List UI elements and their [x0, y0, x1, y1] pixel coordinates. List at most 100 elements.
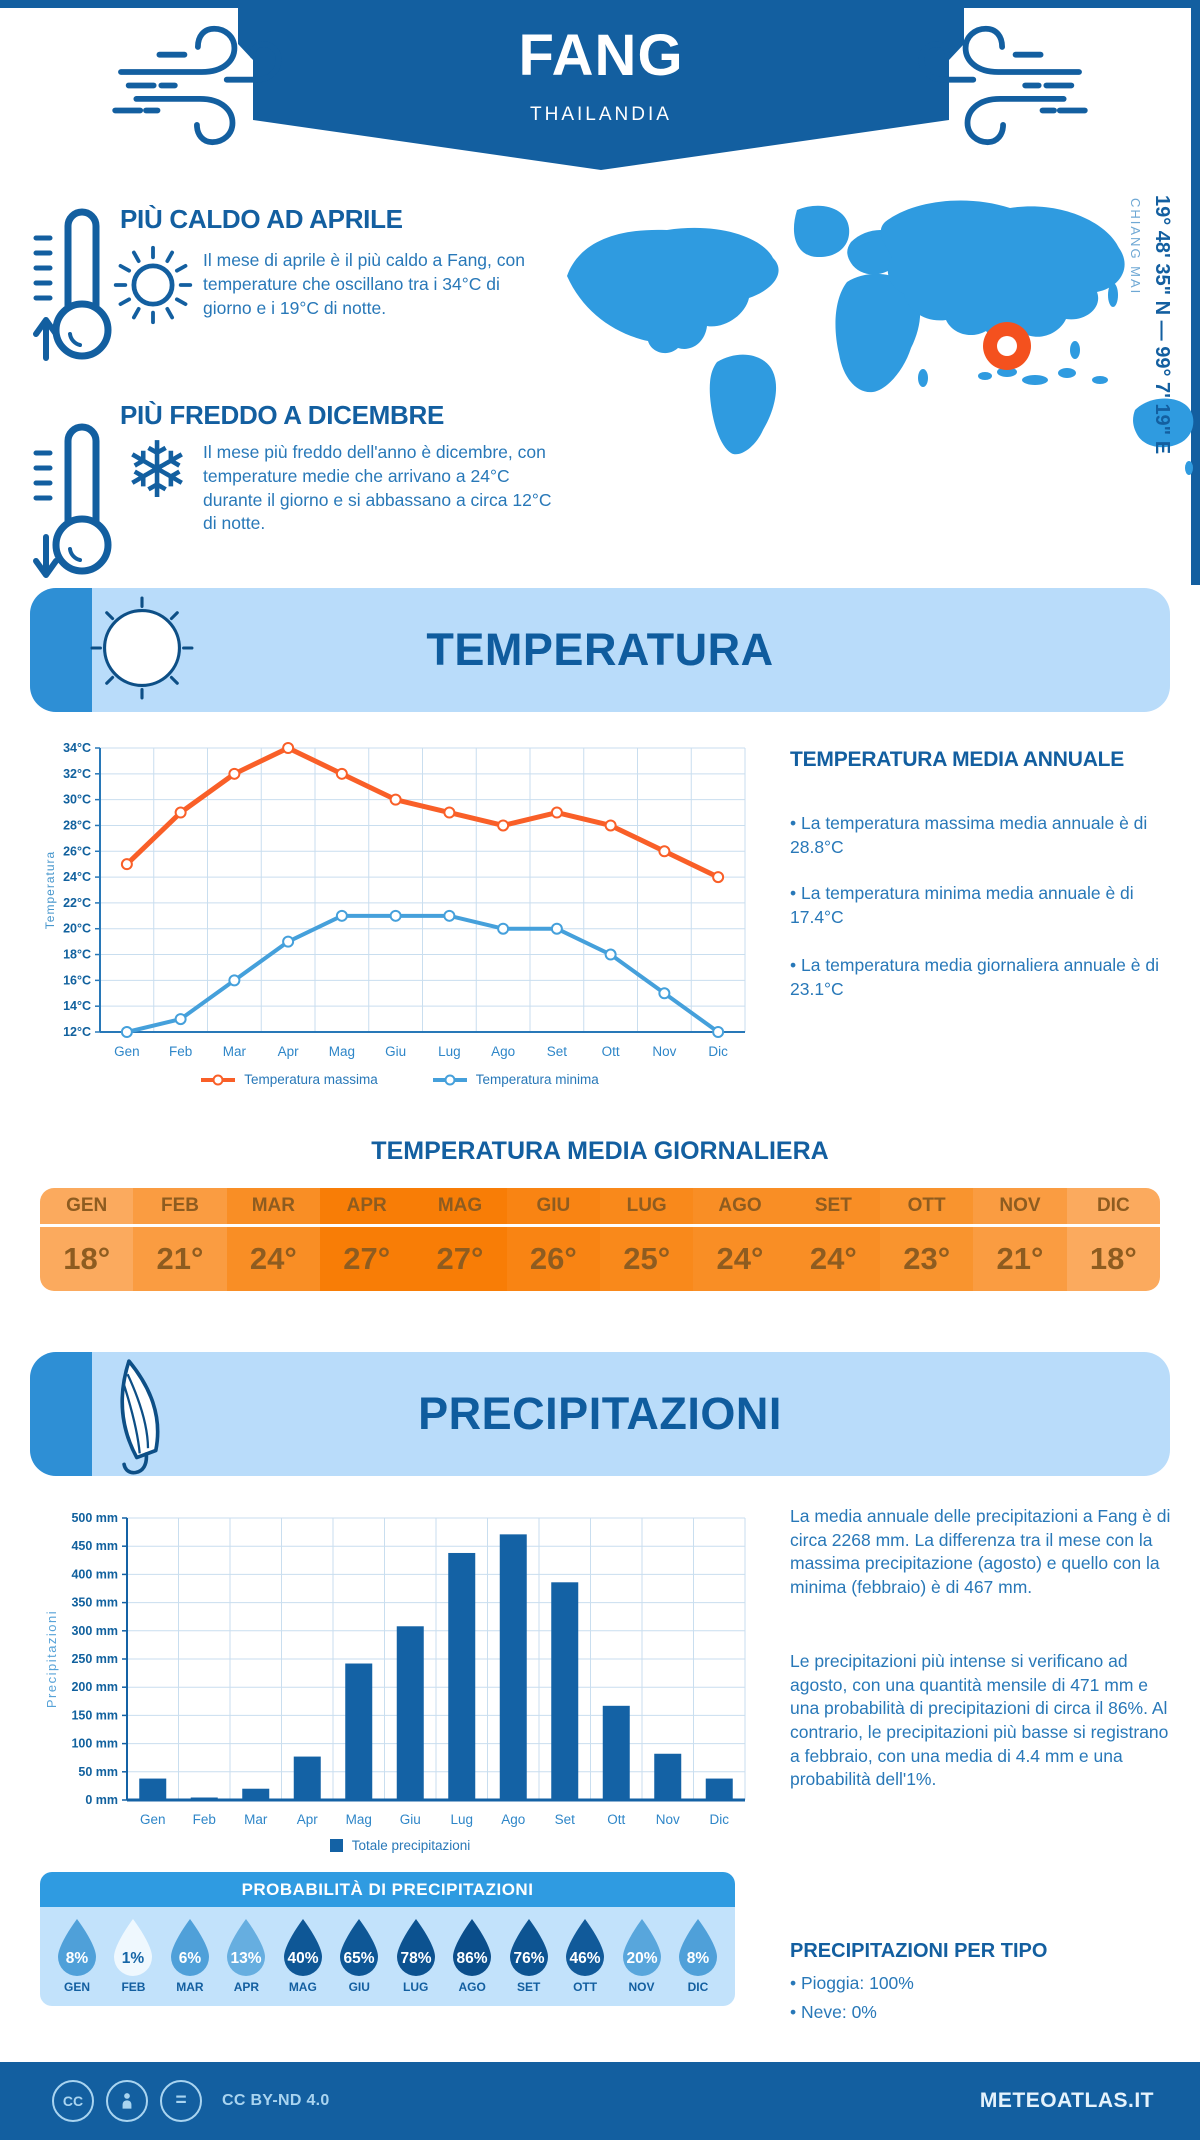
droplet-month-label: OTT: [573, 1980, 598, 1994]
svg-text:200 mm: 200 mm: [71, 1680, 118, 1694]
location-marker: [983, 322, 1031, 370]
droplet-icon: 8%: [58, 1919, 96, 1976]
temperature-section-title: TEMPERATURA: [426, 624, 774, 675]
thermometer-up-icon: [33, 208, 112, 361]
site-label: METEOATLAS.IT: [979, 2089, 1154, 2112]
probability-droplet: 86% AGO: [449, 1917, 495, 1994]
month-header-cell: FEB: [133, 1188, 227, 1224]
svg-text:150 mm: 150 mm: [71, 1708, 118, 1722]
svg-text:16°C: 16°C: [63, 973, 91, 987]
svg-text:Mar: Mar: [244, 1812, 268, 1827]
droplet-month-label: MAG: [288, 1980, 317, 1994]
precipitation-paragraph: Le precipitazioni più intense si verific…: [790, 1651, 1169, 1790]
month-header-cell: MAG: [413, 1188, 507, 1224]
droplet-icon: 46%: [566, 1919, 605, 1976]
hot-month-text: Il mese di aprile è il più caldo a Fang,…: [203, 250, 525, 318]
svg-text:Precipitazioni: Precipitazioni: [44, 1610, 59, 1708]
cold-month-text: Il mese più freddo dell'anno è dicembre,…: [203, 442, 552, 534]
svg-text:Mag: Mag: [329, 1044, 355, 1059]
svg-text:32°C: 32°C: [63, 767, 91, 781]
region-label: CHIANG MAI: [1128, 198, 1143, 296]
license-label: CC BY-ND 4.0: [222, 2092, 330, 2109]
probability-droplet: 76% SET: [506, 1917, 552, 1994]
droplet-month-label: MAR: [176, 1980, 204, 1994]
precipitation-type-heading: PRECIPITAZIONI PER TIPO: [790, 1940, 1048, 1962]
svg-text:8%: 8%: [66, 1950, 89, 1967]
month-value-cell: 27°: [413, 1227, 507, 1291]
svg-text:14°C: 14°C: [63, 999, 91, 1013]
month-value-cell: 21°: [133, 1227, 227, 1291]
precipitation-section-banner: PRECIPITAZIONI: [30, 1352, 1170, 1476]
svg-text:Ott: Ott: [607, 1812, 625, 1827]
probability-droplet: 65% GIU: [336, 1917, 382, 1994]
legend-label: Totale precipitazioni: [351, 1838, 471, 1853]
banner-accent: [30, 588, 92, 712]
annual-bullet: • La temperatura media giornaliera annua…: [790, 955, 1159, 999]
svg-text:0 mm: 0 mm: [85, 1793, 118, 1807]
precipitation-type-bullet: • Neve: 0%: [790, 2002, 877, 2022]
svg-text:Giu: Giu: [385, 1044, 406, 1059]
svg-text:Mar: Mar: [223, 1044, 247, 1059]
temperature-chart-legend: Temperatura massima Temperatura minima: [40, 1072, 760, 1087]
svg-text:Dic: Dic: [708, 1044, 728, 1059]
svg-text:Apr: Apr: [278, 1044, 300, 1059]
sun-banner-icon: [90, 596, 194, 700]
probability-droplet: 13% APR: [223, 1917, 269, 1994]
svg-text:Giu: Giu: [400, 1812, 421, 1827]
page-title: FANG: [518, 23, 684, 88]
svg-text:34°C: 34°C: [63, 741, 91, 755]
svg-text:46%: 46%: [570, 1950, 601, 1967]
footer: CC = CC BY-ND 4.0 METEOATLAS.IT: [0, 2062, 1200, 2140]
probability-droplet: 1% FEB: [110, 1917, 156, 1994]
svg-text:Mag: Mag: [346, 1812, 372, 1827]
probability-droplet: 20% NOV: [619, 1917, 665, 1994]
month-header-cell: NOV: [973, 1188, 1067, 1224]
svg-text:22°C: 22°C: [63, 896, 91, 910]
wind-icon: [112, 25, 282, 146]
precipitation-chart-legend: Totale precipitazioni: [40, 1838, 760, 1853]
svg-text:Ago: Ago: [501, 1812, 525, 1827]
svg-text:Set: Set: [555, 1812, 576, 1827]
svg-text:20%: 20%: [626, 1950, 657, 1967]
svg-text:8%: 8%: [687, 1950, 710, 1967]
svg-text:6%: 6%: [179, 1950, 202, 1967]
month-value-cell: 21°: [973, 1227, 1067, 1291]
droplet-icon: 78%: [396, 1919, 435, 1976]
svg-text:Ago: Ago: [491, 1044, 515, 1059]
svg-text:350 mm: 350 mm: [71, 1596, 118, 1610]
monthly-temperature-table: GEN FEB MAR APR MAG GIU LUG AGO SET OTT NOV DIC 18° 2…: [40, 1188, 1160, 1291]
svg-text:Dic: Dic: [710, 1812, 730, 1827]
probability-droplet: 8% GEN: [54, 1917, 100, 1994]
droplet-month-label: SET: [516, 1980, 541, 1994]
svg-text:13%: 13%: [231, 1950, 262, 1967]
svg-text:Ott: Ott: [602, 1044, 620, 1059]
droplet-icon: 86%: [453, 1919, 492, 1976]
droplet-icon: 65%: [340, 1919, 379, 1976]
svg-text:Nov: Nov: [652, 1044, 676, 1059]
droplet-icon: 13%: [227, 1919, 266, 1976]
precipitation-probability-panel: PROBABILITÀ DI PRECIPITAZIONI 8% GEN 1% FEB…: [40, 1872, 735, 2006]
svg-text:250 mm: 250 mm: [71, 1652, 118, 1666]
svg-text:50 mm: 50 mm: [78, 1765, 118, 1779]
world-map: [567, 200, 1194, 475]
droplet-month-label: LUG: [403, 1980, 429, 1994]
month-value-cell: 23°: [880, 1227, 974, 1291]
svg-text:30°C: 30°C: [63, 793, 91, 807]
svg-text:500 mm: 500 mm: [71, 1511, 118, 1525]
precipitation-paragraph: La media annuale delle precipitazioni a …: [790, 1506, 1171, 1597]
cold-month-heading: PIÙ FREDDO A DICEMBRE: [120, 400, 445, 430]
probability-droplet: 40% MAG: [280, 1917, 326, 1994]
droplet-icon: 76%: [509, 1919, 548, 1976]
coordinates-label: 19° 48' 35" N — 99° 7' 19" E: [1151, 195, 1173, 455]
month-header-cell: SET: [786, 1188, 880, 1224]
month-header-cell: OTT: [880, 1188, 974, 1224]
droplet-month-label: AGO: [458, 1980, 486, 1994]
svg-text:Lug: Lug: [450, 1812, 473, 1827]
precipitation-section-title: PRECIPITAZIONI: [418, 1388, 782, 1439]
month-header-cell: DIC: [1066, 1188, 1160, 1224]
annual-bullet: • La temperatura massima media annuale è…: [790, 813, 1148, 857]
month-value-cell: 25°: [600, 1227, 694, 1291]
probability-droplets: 8% GEN 1% FEB 6% MAR 13% APR 40% MAG 65% GIU 78% LUG 8…: [40, 1907, 735, 2006]
banner-accent: [30, 1352, 92, 1476]
month-value-cell: 26°: [506, 1227, 600, 1291]
